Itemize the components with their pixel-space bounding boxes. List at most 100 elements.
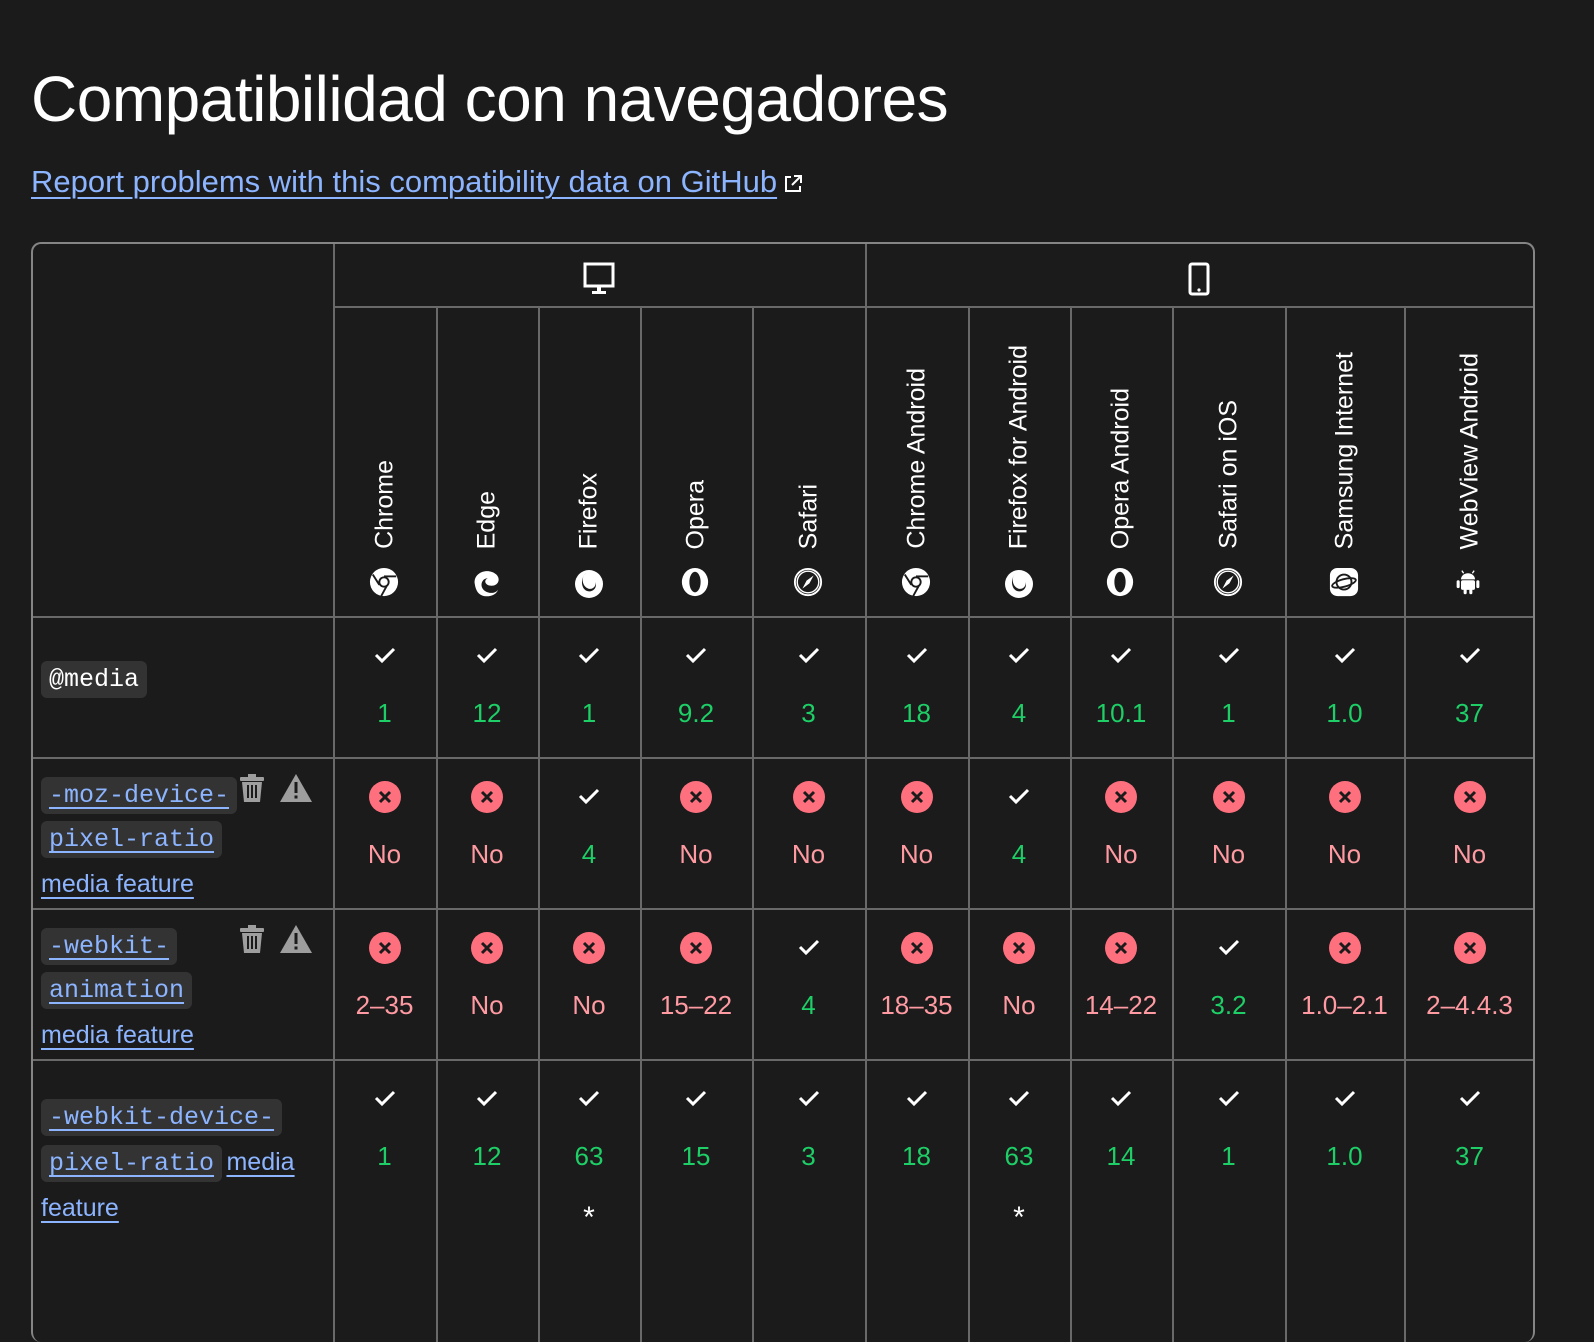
- version-value: No: [1104, 839, 1138, 869]
- feature-suffix-link[interactable]: media feature: [41, 1021, 194, 1049]
- support-cell[interactable]: 1: [538, 616, 640, 757]
- support-cell[interactable]: 3.2: [1172, 908, 1285, 1059]
- support-cell[interactable]: 1: [1172, 1059, 1285, 1244]
- support-cell[interactable]: 63 *: [968, 1059, 1070, 1244]
- version-value: 18: [902, 1141, 931, 1171]
- opera-icon: [680, 567, 712, 599]
- support-cell[interactable]: No: [538, 908, 640, 1059]
- feature-suffix-link[interactable]: media feature: [41, 1148, 295, 1222]
- support-cell[interactable]: 2–35: [333, 908, 436, 1059]
- check-icon: [798, 938, 820, 961]
- browser-name: Chrome Android: [902, 368, 930, 549]
- feature-code-part: -webkit-device-: [49, 1103, 275, 1132]
- check-icon: [906, 1089, 928, 1112]
- support-cell[interactable]: 37: [1404, 1059, 1533, 1244]
- non-standard-warning-icon[interactable]: [279, 924, 313, 959]
- deprecated-trash-icon[interactable]: [239, 924, 265, 959]
- feature-code-part: -webkit-: [49, 932, 170, 961]
- support-cell[interactable]: 1: [1172, 616, 1285, 757]
- support-cell[interactable]: 4: [968, 757, 1070, 908]
- version-value: No: [679, 839, 713, 869]
- support-cell[interactable]: No: [865, 757, 968, 908]
- column-header-safari-on-ios: Safari on iOS: [1172, 306, 1285, 615]
- support-cell[interactable]: 1.0: [1285, 1059, 1404, 1244]
- support-cell[interactable]: 15: [640, 1059, 752, 1244]
- version-value: 4: [1011, 839, 1027, 869]
- version-value: 37: [1455, 1141, 1484, 1171]
- support-cell[interactable]: No: [1070, 757, 1172, 908]
- check-icon: [476, 646, 498, 669]
- support-cell[interactable]: No: [752, 757, 865, 908]
- note-asterisk-icon[interactable]: *: [1013, 1201, 1025, 1234]
- support-cell[interactable]: 18–35: [865, 908, 968, 1059]
- support-cell[interactable]: No: [1172, 757, 1285, 908]
- support-cell[interactable]: 1: [333, 616, 436, 757]
- support-cell[interactable]: 15–22: [640, 908, 752, 1059]
- check-icon: [1008, 646, 1030, 669]
- support-cell[interactable]: 1: [333, 1059, 436, 1244]
- support-cell[interactable]: 4: [752, 908, 865, 1059]
- browser-name: Edge: [472, 490, 501, 549]
- support-cell[interactable]: 9.2: [640, 616, 752, 757]
- feature-suffix-link[interactable]: media feature: [41, 870, 194, 898]
- support-cell[interactable]: 14–22: [1070, 908, 1172, 1059]
- version-value: 63: [1004, 1141, 1034, 1171]
- feature-code-part: pixel-ratio: [49, 1149, 215, 1178]
- support-cell[interactable]: 4: [538, 757, 640, 908]
- support-cell[interactable]: 14: [1070, 1059, 1172, 1244]
- browser-name: Safari: [794, 483, 822, 549]
- feature-status-icons: [239, 924, 313, 959]
- support-cell[interactable]: No: [436, 908, 538, 1059]
- support-cell[interactable]: No: [968, 908, 1070, 1059]
- samsung-internet-icon: [1329, 567, 1361, 599]
- check-icon: [685, 1089, 707, 1112]
- support-cell[interactable]: No: [640, 757, 752, 908]
- support-cell[interactable]: 37: [1404, 616, 1533, 757]
- support-cell[interactable]: 10.1: [1070, 616, 1172, 757]
- note-asterisk-icon[interactable]: *: [583, 1201, 595, 1234]
- support-cell[interactable]: 63 *: [538, 1059, 640, 1244]
- version-value: 18–35: [880, 990, 953, 1020]
- column-header-safari: Safari: [752, 306, 865, 615]
- support-cell[interactable]: 12: [436, 616, 538, 757]
- opera-icon: [1105, 567, 1137, 599]
- support-cell[interactable]: No: [436, 757, 538, 908]
- check-icon: [685, 646, 707, 669]
- chrome-icon: [901, 567, 933, 599]
- deprecated-trash-icon[interactable]: [239, 773, 265, 808]
- chrome-icon: [369, 567, 401, 599]
- support-cell[interactable]: 1.0–2.1: [1285, 908, 1404, 1059]
- version-value: 15–22: [659, 990, 733, 1020]
- desktop-icon: [583, 262, 615, 301]
- support-cell[interactable]: No: [1404, 757, 1533, 908]
- support-cell[interactable]: No: [1285, 757, 1404, 908]
- support-cell[interactable]: No: [333, 757, 436, 908]
- check-icon: [1218, 1089, 1240, 1112]
- report-problems-link[interactable]: Report problems with this compatibility …: [31, 164, 803, 200]
- cross-circle-icon: [471, 932, 503, 969]
- feature-code-link[interactable]: -moz-device-pixel-ratio: [41, 777, 238, 858]
- support-cell[interactable]: 1.0: [1285, 616, 1404, 757]
- support-cell[interactable]: 18: [865, 1059, 968, 1244]
- version-value: 15: [681, 1141, 711, 1171]
- support-cell[interactable]: 2–4.4.3: [1404, 908, 1533, 1059]
- cross-circle-icon: [792, 781, 825, 818]
- cross-circle-icon: [1105, 781, 1137, 818]
- page-title: Compatibilidad con navegadores: [31, 63, 949, 135]
- support-cell[interactable]: 3: [752, 616, 865, 757]
- version-value: 1.0–2.1: [1301, 990, 1388, 1020]
- support-cell[interactable]: 4: [968, 616, 1070, 757]
- cross-circle-icon: [680, 932, 712, 969]
- support-cell[interactable]: 12: [436, 1059, 538, 1244]
- support-cell[interactable]: 3: [752, 1059, 865, 1244]
- version-value: 12: [472, 698, 502, 728]
- cross-circle-icon: [1453, 781, 1486, 818]
- feature-code-link[interactable]: -webkit-animation: [41, 928, 193, 1009]
- cross-circle-icon: [471, 781, 503, 818]
- check-icon: [1008, 1089, 1030, 1112]
- version-value: 2–4.4.3: [1426, 990, 1513, 1020]
- support-cell[interactable]: 18: [865, 616, 968, 757]
- non-standard-warning-icon[interactable]: [279, 773, 313, 808]
- android-icon: [1454, 567, 1486, 599]
- browser-name: Samsung Internet: [1330, 351, 1358, 549]
